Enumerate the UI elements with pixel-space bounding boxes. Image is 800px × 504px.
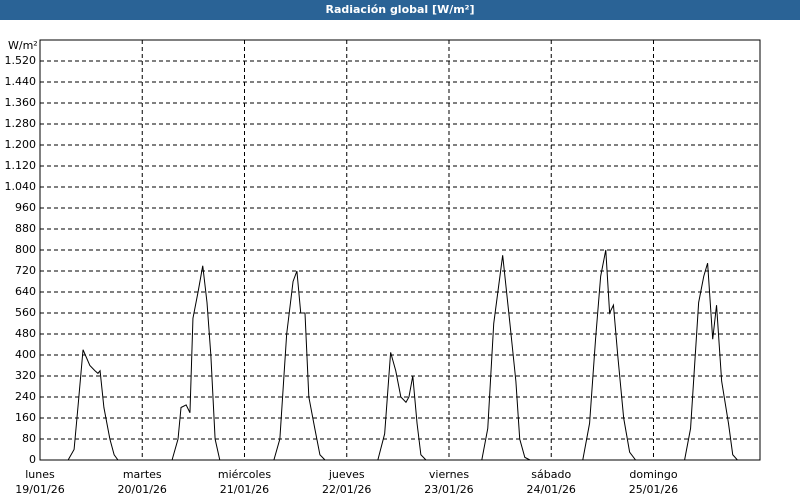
data-line <box>40 249 760 461</box>
x-tick-date: 21/01/26 <box>220 483 269 496</box>
x-tick-label: miércoles <box>218 468 271 481</box>
y-tick-label: 720 <box>15 264 36 277</box>
title-bar <box>0 0 800 20</box>
y-tick-label: 560 <box>15 306 36 319</box>
x-tick-date: 20/01/26 <box>118 483 167 496</box>
x-tick-date: 25/01/26 <box>629 483 678 496</box>
y-tick-label: 1.280 <box>5 117 37 130</box>
y-tick-label: 1.120 <box>5 159 37 172</box>
y-tick-label: 800 <box>15 243 36 256</box>
x-tick-label: lunes <box>25 468 55 481</box>
plot-frame <box>39 39 761 461</box>
y-tick-label: 320 <box>15 369 36 382</box>
y-tick-label: 1.040 <box>5 180 37 193</box>
y-tick-label: 240 <box>15 390 36 403</box>
y-tick-label: 1.520 <box>5 54 37 67</box>
y-tick-label: 480 <box>15 327 36 340</box>
x-tick-date: 23/01/26 <box>424 483 473 496</box>
y-tick-label: 400 <box>15 348 36 361</box>
chart-title: Radiación global [W/m²] <box>325 3 474 16</box>
y-tick-label: 160 <box>15 411 36 424</box>
x-tick-label: viernes <box>429 468 469 481</box>
y-tick-label: 880 <box>15 222 36 235</box>
y-tick-label: 0 <box>29 453 36 466</box>
x-tick-label: sábado <box>531 468 571 481</box>
x-tick-date: 19/01/26 <box>15 483 64 496</box>
x-tick-date: 24/01/26 <box>527 483 576 496</box>
y-tick-label: 1.440 <box>5 75 37 88</box>
y-tick-label: 80 <box>22 432 36 445</box>
x-tick-label: domingo <box>629 468 677 481</box>
x-tick-date: 22/01/26 <box>322 483 371 496</box>
y-tick-label: 1.360 <box>5 96 37 109</box>
y-tick-label: 960 <box>15 201 36 214</box>
y-axis-label: W/m² <box>8 39 38 52</box>
y-tick-label: 1.200 <box>5 138 37 151</box>
y-tick-label: 640 <box>15 285 36 298</box>
x-tick-label: martes <box>123 468 162 481</box>
x-tick-label: jueves <box>328 468 365 481</box>
